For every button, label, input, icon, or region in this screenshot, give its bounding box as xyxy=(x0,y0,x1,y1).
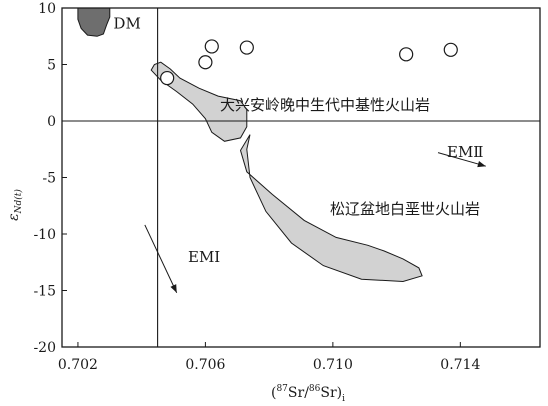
x-tick-label: 0.710 xyxy=(313,357,353,373)
reference-lines xyxy=(62,8,540,347)
x-axis-title-sup2: 86 xyxy=(309,384,321,394)
y-tick-label: 0 xyxy=(47,114,56,130)
region-label-1: 大兴安岭晚中生代中基性火山岩 xyxy=(220,96,430,114)
data-point-1 xyxy=(198,55,213,70)
y-tick-label: -20 xyxy=(33,340,56,356)
x-axis-title-sup1: 87 xyxy=(276,384,288,394)
y-axis-title: εNd(t) xyxy=(6,189,24,221)
x-axis-title: (87Sr/86Sr)i xyxy=(271,384,345,404)
y-tick-label: -15 xyxy=(33,284,56,300)
arrow-1 xyxy=(144,224,178,293)
x-axis-title-sub: i xyxy=(342,394,345,404)
data-points xyxy=(160,39,458,86)
y-axis-ticks: 10 5 0 -5 -10 -15 -20 xyxy=(33,1,67,356)
y-tick-label: 10 xyxy=(38,1,56,17)
arrow-0 xyxy=(437,152,486,167)
y-tick-label: 5 xyxy=(47,58,56,74)
data-point-3 xyxy=(239,40,254,55)
arrow-label-1: EMⅠ xyxy=(188,248,220,266)
data-point-4 xyxy=(399,47,414,62)
y-tick-label: -5 xyxy=(42,171,56,187)
x-tick-label: 0.706 xyxy=(185,357,225,373)
arrows-layer xyxy=(144,152,486,293)
y-tick-label: -10 xyxy=(33,227,56,243)
arrowhead-0 xyxy=(477,160,486,168)
region-label-0: DM xyxy=(113,14,140,32)
data-point-0 xyxy=(160,70,175,86)
y-axis-subscript: Nd(t) xyxy=(13,189,24,215)
x-axis-title-base: Sr) xyxy=(320,385,342,401)
x-axis-title-mid: Sr/ xyxy=(288,385,309,401)
x-tick-label: 0.702 xyxy=(58,357,98,373)
region-0 xyxy=(77,7,111,37)
region-label-2: 松辽盆地白垩世火山岩 xyxy=(330,200,480,218)
data-point-5 xyxy=(443,42,458,57)
arrowhead-1 xyxy=(170,284,177,293)
data-point-2 xyxy=(204,39,219,54)
y-axis-symbol: ε xyxy=(6,213,22,221)
x-tick-label: 0.714 xyxy=(440,357,480,373)
region-2 xyxy=(239,134,423,283)
x-axis-title-open: ( xyxy=(271,385,276,401)
arrow-label-0: EMⅡ xyxy=(447,143,484,161)
